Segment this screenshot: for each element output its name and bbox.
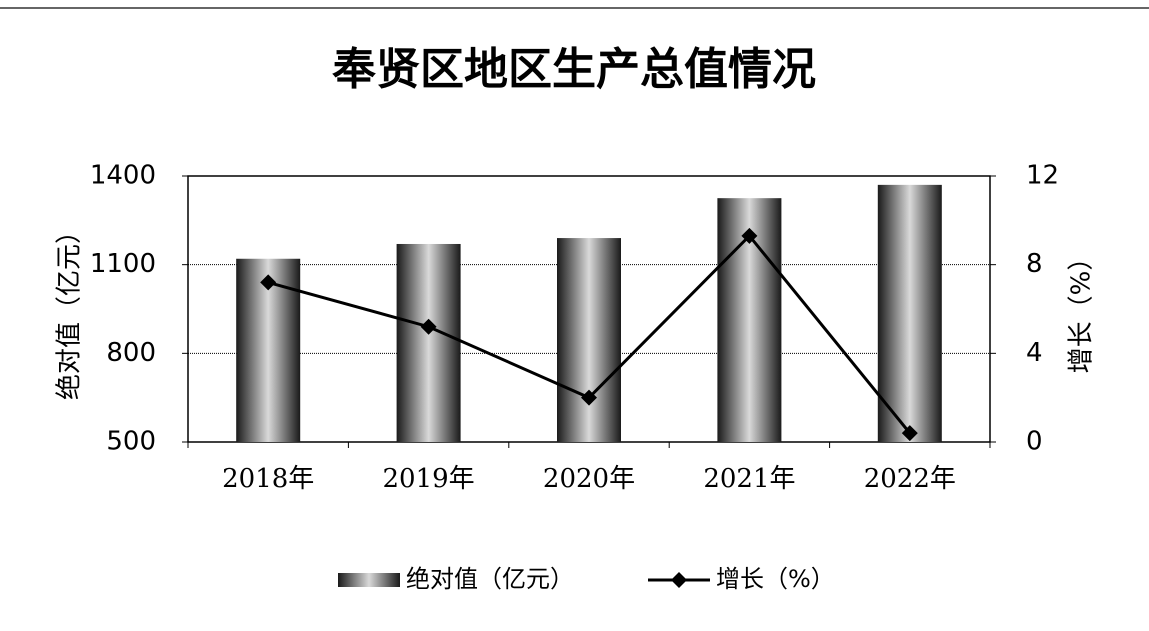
bar (877, 184, 942, 442)
y2-tick-label: 0 (1026, 427, 1043, 457)
y-tick-label: 800 (106, 338, 156, 368)
y2-tick-label: 4 (1026, 338, 1043, 368)
legend-marker (671, 572, 687, 588)
x-tick-label: 2021年 (703, 464, 795, 494)
legend-swatch (338, 573, 400, 587)
x-tick-label: 2020年 (543, 464, 635, 494)
line-marker (420, 318, 437, 335)
legend-label: 增长（%） (716, 565, 835, 593)
y2-tick-label: 12 (1026, 161, 1059, 191)
y2-axis-title: 增长（%） (1067, 245, 1097, 374)
y2-tick-label: 8 (1026, 249, 1043, 279)
x-tick-label: 2018年 (222, 464, 314, 494)
line-marker (901, 425, 918, 442)
bar (557, 238, 621, 442)
legend-label: 绝对值（亿元） (406, 565, 574, 593)
bar (396, 243, 461, 442)
chart-title: 奉贤区地区生产总值情况 (332, 44, 816, 95)
x-tick-label: 2022年 (864, 464, 956, 494)
x-tick-label: 2019年 (383, 464, 475, 494)
y-tick-label: 1400 (90, 161, 156, 191)
line-marker (260, 274, 277, 291)
y-tick-label: 1100 (90, 249, 156, 279)
line-marker (741, 227, 758, 244)
y-tick-label: 500 (106, 427, 156, 457)
line-marker (581, 389, 597, 406)
y-axis-title: 绝对值（亿元） (55, 218, 85, 400)
